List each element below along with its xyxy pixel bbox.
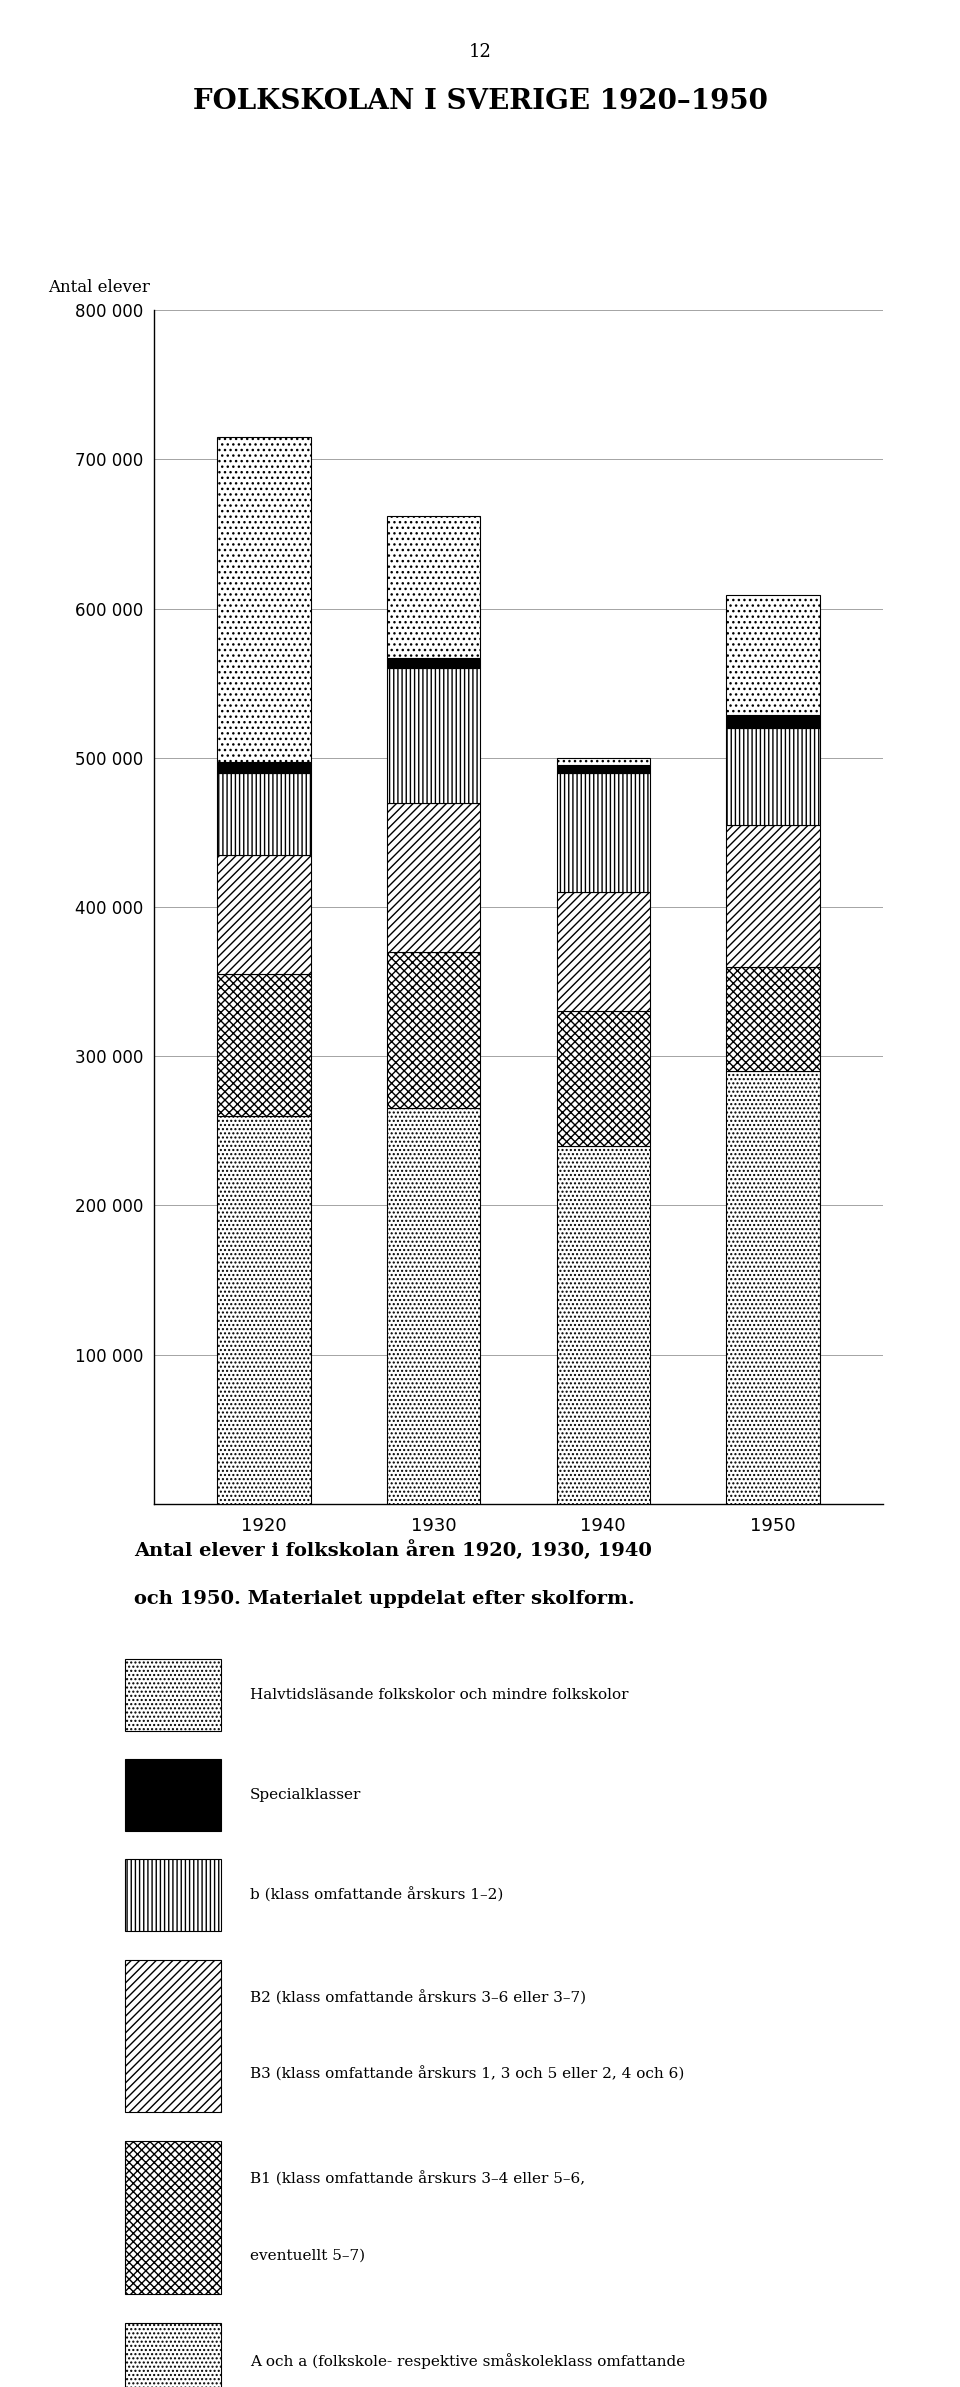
Text: och 1950. Materialet uppdelat efter skolform.: och 1950. Materialet uppdelat efter skol… [134,1590,636,1609]
Bar [387,802,480,952]
Bar [727,967,820,1072]
Text: Specialklasser: Specialklasser [250,1788,361,1802]
Bar [217,437,310,761]
Text: Halvtidsläsande folkskolor och mindre folkskolor: Halvtidsläsande folkskolor och mindre fo… [250,1688,628,1702]
Bar [727,826,820,967]
Text: B2 (klass omfattande årskurs 3–6 eller 3–7): B2 (klass omfattande årskurs 3–6 eller 3… [250,1991,586,2005]
Bar [557,893,650,1012]
Bar [557,1146,650,1504]
Bar [387,659,480,668]
Bar [217,855,310,974]
Text: Antal elever i folkskolan åren 1920, 1930, 1940: Antal elever i folkskolan åren 1920, 193… [134,1540,652,1559]
Text: FOLKSKOLAN I SVERIGE 1920–1950: FOLKSKOLAN I SVERIGE 1920–1950 [193,88,767,115]
Bar [557,766,650,773]
Bar [727,1072,820,1504]
Bar [387,668,480,802]
Text: B1 (klass omfattande årskurs 3–4 eller 5–6,: B1 (klass omfattande årskurs 3–4 eller 5… [250,2172,585,2186]
Bar [217,1117,310,1504]
Bar [727,728,820,826]
Text: 12: 12 [468,43,492,62]
Bar [727,714,820,728]
Bar [387,1108,480,1504]
Bar [217,773,310,855]
Text: b (klass omfattande årskurs 1–2): b (klass omfattande årskurs 1–2) [250,1888,503,1902]
Text: B3 (klass omfattande årskurs 1, 3 och 5 eller 2, 4 och 6): B3 (klass omfattande årskurs 1, 3 och 5 … [250,2067,684,2081]
Bar [387,516,480,659]
Bar [217,761,310,773]
Text: A och a (folkskole- respektive småskoleklass omfattande: A och a (folkskole- respektive småskolek… [250,2354,684,2368]
Bar [557,773,650,893]
Bar [557,1012,650,1146]
Bar [727,594,820,714]
Text: eventuellt 5–7): eventuellt 5–7) [250,2249,365,2263]
Bar [557,759,650,766]
Bar [387,952,480,1108]
Bar [217,974,310,1117]
Text: Antal elever: Antal elever [48,279,150,296]
